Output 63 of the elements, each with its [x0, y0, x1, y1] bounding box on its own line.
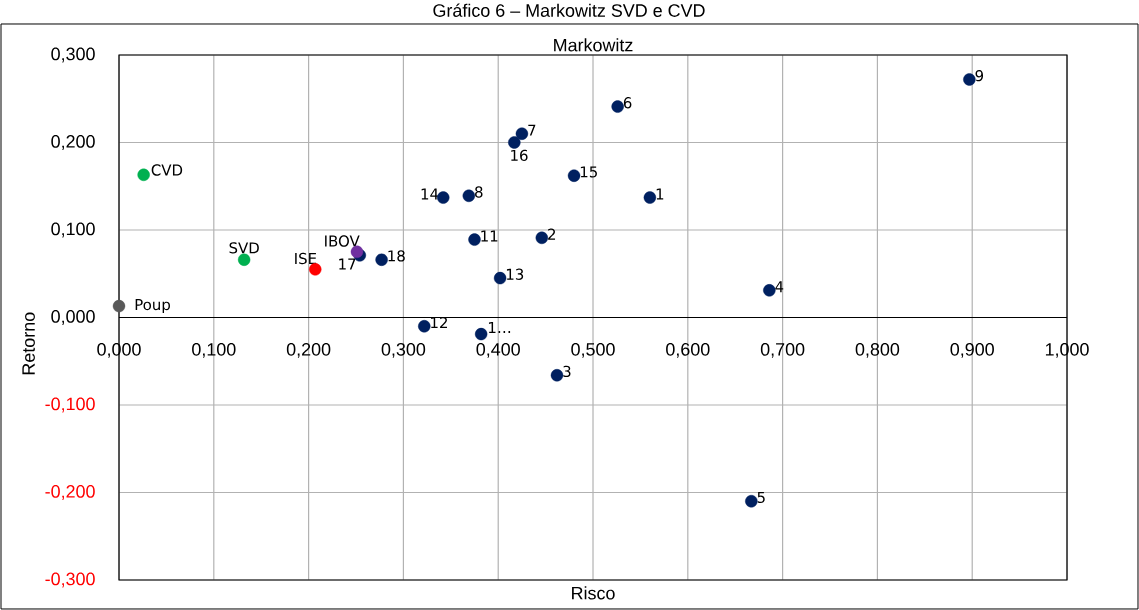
annotation: Poup [135, 299, 170, 314]
chart-title: Gráfico 6 – Markowitz SVD e CVD [433, 3, 705, 17]
y-tick-label: -0,300 [45, 572, 95, 588]
x-tick-label: 0,800 [855, 342, 900, 358]
y-tick-label: 0,100 [51, 222, 95, 238]
x-tick-label: 0,600 [666, 342, 710, 358]
y-tick-label: 0,300 [51, 47, 95, 63]
point [237, 253, 251, 266]
point [375, 253, 388, 266]
annotation: 4 [775, 281, 784, 293]
annotation: 14 [421, 188, 439, 200]
annotation: CVD [151, 164, 183, 176]
point [963, 73, 976, 86]
y-tick-label: -0,200 [45, 485, 95, 500]
annotation: 16 [511, 149, 528, 161]
x-tick-label: 0,300 [381, 342, 426, 358]
annotation: 18 [388, 250, 405, 262]
point [535, 231, 549, 245]
annotation: ISE [295, 252, 317, 265]
y-axis-title: Retorno [22, 312, 35, 375]
chart-subtitle: Markowitz [554, 38, 633, 52]
annotation: 17 [339, 258, 356, 270]
y-tick-label: 0,200 [51, 135, 95, 150]
annotation: 9 [975, 69, 984, 82]
point [468, 233, 481, 246]
annotation: 5 [757, 491, 765, 504]
annotation: 8 [475, 186, 483, 198]
point [418, 320, 431, 333]
annotation: IBOV [325, 235, 360, 247]
point [611, 100, 624, 113]
point [550, 369, 564, 382]
point [745, 495, 758, 508]
annotation: 1 [656, 188, 664, 200]
point [437, 191, 450, 204]
point [462, 189, 476, 203]
x-tick-label: 0,700 [760, 342, 805, 358]
x-tick-label: 0,500 [571, 342, 615, 358]
annotation: 3 [563, 365, 571, 378]
x-tick-label: 0,200 [286, 342, 331, 358]
point [309, 263, 322, 276]
point [137, 168, 150, 182]
x-tick-label: 0,100 [192, 342, 236, 358]
y-tick-label: 0,000 [51, 310, 95, 325]
point [493, 271, 507, 285]
point [112, 299, 126, 313]
x-tick-label: 0,400 [476, 342, 520, 358]
annotation: 13 [506, 268, 524, 280]
annotation: 11 [481, 230, 498, 242]
x-axis-title: Risco [572, 586, 615, 600]
y-tick-label: -0,100 [45, 397, 95, 413]
point [567, 169, 581, 182]
point [508, 136, 521, 149]
point [643, 191, 657, 204]
point [515, 127, 529, 140]
annotation: 1… [488, 322, 511, 333]
annotation: 7 [528, 124, 536, 136]
annotation: SVD [229, 242, 259, 254]
x-tick-label: 0,900 [950, 342, 994, 358]
annotation: 15 [580, 166, 597, 178]
point [763, 284, 776, 297]
annotation: 6 [623, 97, 632, 109]
annotation: 2 [548, 228, 556, 240]
point [474, 327, 488, 341]
